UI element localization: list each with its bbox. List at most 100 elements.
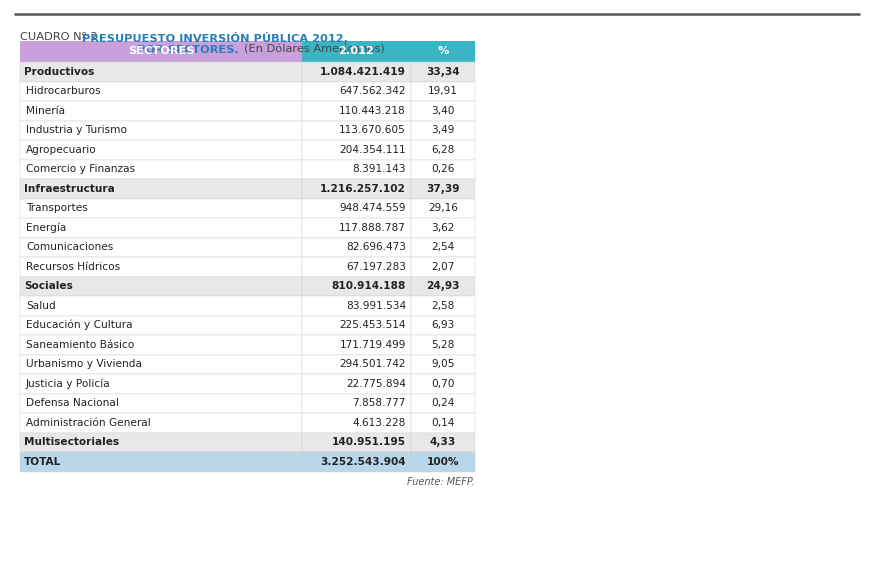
- Text: 2,54: 2,54: [431, 242, 454, 252]
- Text: 9,05: 9,05: [431, 359, 454, 369]
- Bar: [410, 41, 474, 62]
- Bar: [302, 257, 410, 277]
- Bar: [410, 199, 474, 218]
- Bar: [302, 179, 410, 199]
- Bar: [20, 140, 302, 160]
- Text: Saneamiento Básico: Saneamiento Básico: [26, 340, 134, 350]
- Text: 204.354.111: 204.354.111: [339, 145, 405, 155]
- Bar: [20, 335, 302, 355]
- Text: 6,93: 6,93: [431, 320, 454, 330]
- Bar: [302, 238, 410, 257]
- Bar: [302, 199, 410, 218]
- Bar: [302, 218, 410, 238]
- Text: 24,93: 24,93: [425, 281, 460, 291]
- Bar: [410, 101, 474, 121]
- Text: 2,07: 2,07: [431, 262, 454, 272]
- Bar: [302, 452, 410, 471]
- Text: Agropecuario: Agropecuario: [26, 145, 96, 155]
- Text: (En Dólares Americanos): (En Dólares Americanos): [244, 45, 385, 55]
- Bar: [410, 179, 474, 199]
- Text: Comunicaciones: Comunicaciones: [26, 242, 113, 252]
- Bar: [302, 374, 410, 394]
- Text: Defensa Nacional: Defensa Nacional: [26, 398, 118, 408]
- Bar: [410, 374, 474, 394]
- Bar: [410, 218, 474, 238]
- Text: Sociales: Sociales: [24, 281, 73, 291]
- Text: 0,24: 0,24: [431, 398, 454, 408]
- Bar: [302, 277, 410, 296]
- Text: POR SECTORES.: POR SECTORES.: [137, 45, 242, 55]
- Text: Productivos: Productivos: [24, 67, 94, 77]
- Text: Infraestructura: Infraestructura: [24, 184, 115, 194]
- Bar: [302, 413, 410, 432]
- Text: Multisectoriales: Multisectoriales: [24, 437, 119, 447]
- Text: 29,16: 29,16: [428, 203, 458, 214]
- Bar: [302, 335, 410, 355]
- Text: 0,70: 0,70: [431, 379, 454, 389]
- Bar: [410, 121, 474, 140]
- Text: PRESUPUESTO INVERSIÓN PÚBLICA 2012,: PRESUPUESTO INVERSIÓN PÚBLICA 2012,: [82, 32, 347, 44]
- Text: Fuente: MEFP.: Fuente: MEFP.: [407, 478, 474, 487]
- Text: 810.914.188: 810.914.188: [332, 281, 405, 291]
- Text: 2.012: 2.012: [339, 46, 374, 56]
- Text: 4,33: 4,33: [430, 437, 456, 447]
- Bar: [410, 355, 474, 374]
- Text: CUADRO Nº 2: CUADRO Nº 2: [20, 32, 101, 42]
- Text: 110.443.218: 110.443.218: [339, 106, 405, 116]
- Text: 100%: 100%: [426, 457, 459, 467]
- Text: 19,91: 19,91: [428, 86, 458, 96]
- Bar: [20, 41, 302, 62]
- Bar: [410, 82, 474, 101]
- Text: Comercio y Finanzas: Comercio y Finanzas: [26, 164, 135, 174]
- Text: Industria y Turismo: Industria y Turismo: [26, 125, 127, 135]
- Bar: [20, 394, 302, 413]
- Bar: [20, 257, 302, 277]
- Text: Minería: Minería: [26, 106, 65, 116]
- Bar: [20, 432, 302, 452]
- Text: 22.775.894: 22.775.894: [346, 379, 405, 389]
- Bar: [302, 296, 410, 316]
- Text: 82.696.473: 82.696.473: [346, 242, 405, 252]
- Text: Urbanismo y Vivienda: Urbanismo y Vivienda: [26, 359, 142, 369]
- Bar: [410, 257, 474, 277]
- Bar: [302, 82, 410, 101]
- Bar: [410, 160, 474, 179]
- Text: %: %: [437, 46, 448, 56]
- Bar: [302, 140, 410, 160]
- Text: 37,39: 37,39: [425, 184, 460, 194]
- Text: 4.613.228: 4.613.228: [353, 418, 405, 428]
- Bar: [410, 413, 474, 432]
- Text: 0,26: 0,26: [431, 164, 454, 174]
- Text: 3,62: 3,62: [431, 223, 454, 232]
- Bar: [20, 121, 302, 140]
- Bar: [302, 432, 410, 452]
- Bar: [20, 374, 302, 394]
- Text: Hidrocarburos: Hidrocarburos: [26, 86, 101, 96]
- Bar: [302, 316, 410, 335]
- Bar: [410, 296, 474, 316]
- Text: 5,28: 5,28: [431, 340, 454, 350]
- Bar: [20, 179, 302, 199]
- Text: 6,28: 6,28: [431, 145, 454, 155]
- Bar: [20, 160, 302, 179]
- Text: SECTORES: SECTORES: [127, 46, 194, 56]
- Text: 1.084.421.419: 1.084.421.419: [320, 67, 405, 77]
- Text: Salud: Salud: [26, 301, 55, 311]
- Text: 225.453.514: 225.453.514: [339, 320, 405, 330]
- Text: 3,49: 3,49: [431, 125, 454, 135]
- Text: 117.888.787: 117.888.787: [339, 223, 405, 232]
- Bar: [20, 413, 302, 432]
- Text: 140.951.195: 140.951.195: [332, 437, 405, 447]
- Bar: [20, 296, 302, 316]
- Text: 67.197.283: 67.197.283: [346, 262, 405, 272]
- Bar: [302, 121, 410, 140]
- Bar: [410, 452, 474, 471]
- Text: TOTAL: TOTAL: [24, 457, 61, 467]
- Bar: [410, 394, 474, 413]
- Text: 948.474.559: 948.474.559: [339, 203, 405, 214]
- Bar: [20, 218, 302, 238]
- Bar: [20, 316, 302, 335]
- Text: Recursos Hídricos: Recursos Hídricos: [26, 262, 120, 272]
- Bar: [410, 335, 474, 355]
- Bar: [20, 355, 302, 374]
